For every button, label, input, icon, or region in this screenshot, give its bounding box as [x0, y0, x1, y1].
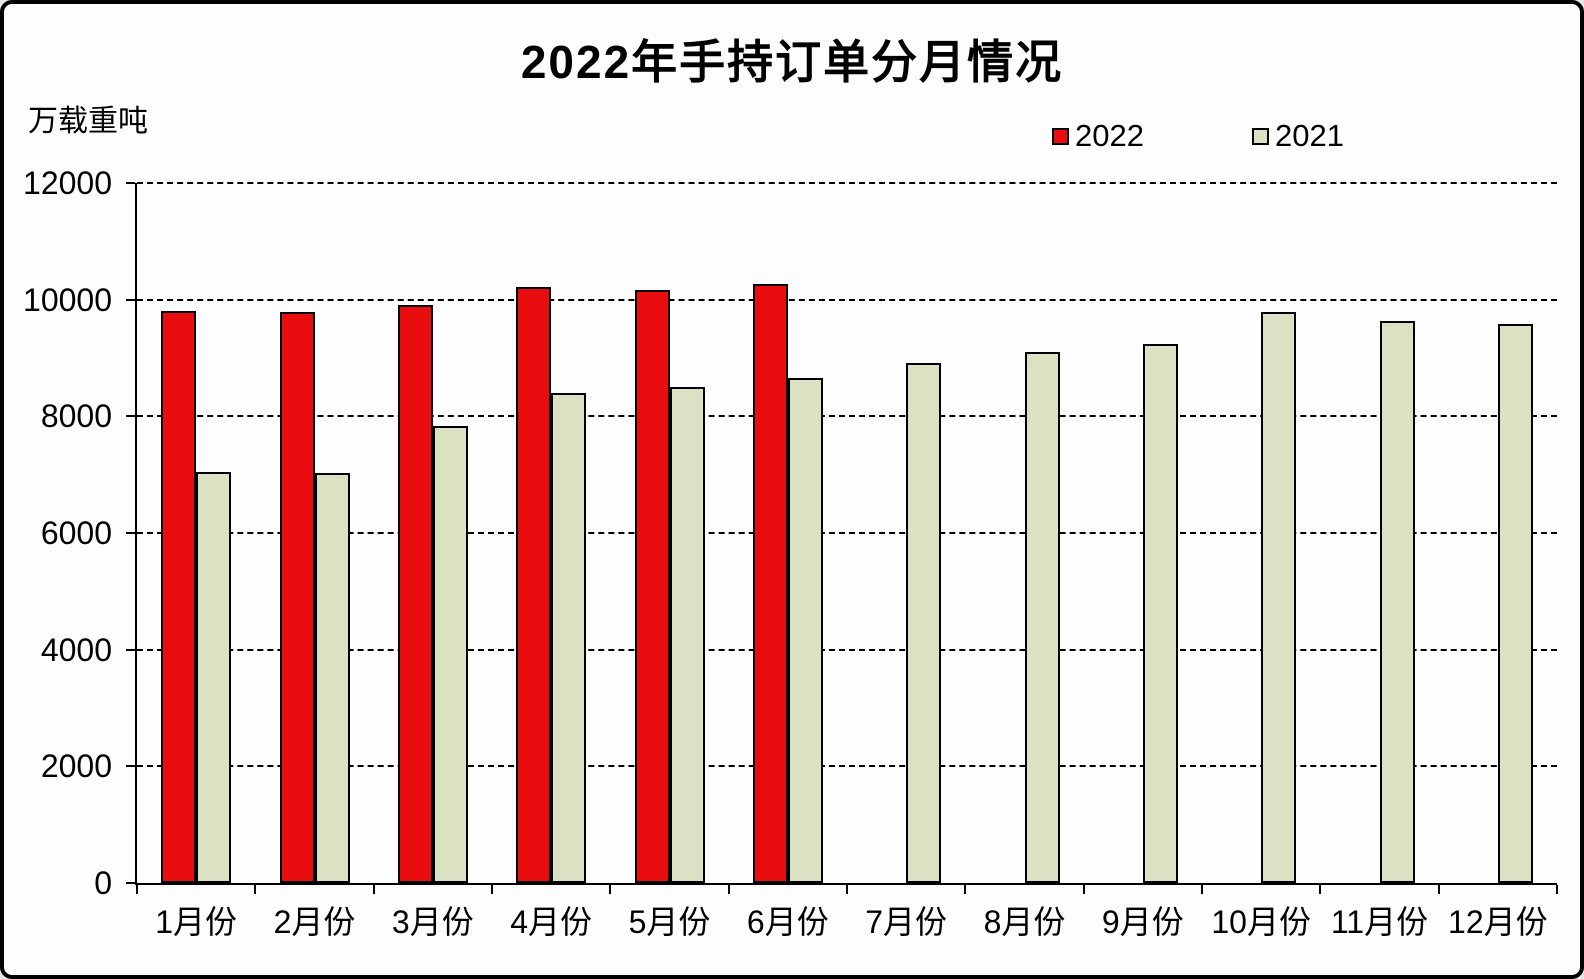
y-axis-unit-label: 万载重吨 — [28, 105, 148, 138]
x-tick-12 — [1556, 885, 1558, 894]
x-tick-label-month-12: 12月份 — [1448, 904, 1548, 940]
x-tick-label-month-10: 10月份 — [1211, 904, 1311, 940]
legend-item-2022: 2022 — [1052, 118, 1144, 154]
bar-2022-month-1 — [161, 311, 197, 883]
x-tick-label-month-7: 7月份 — [865, 904, 948, 940]
x-tick-label-month-11: 11月份 — [1330, 904, 1429, 940]
gridline-10000 — [137, 298, 1557, 301]
bar-2021-month-8 — [1024, 352, 1060, 883]
bar-2022-month-4 — [516, 287, 552, 883]
x-tick-2 — [372, 885, 375, 894]
bar-2022-month-6 — [752, 284, 788, 883]
x-tick-5 — [727, 885, 730, 894]
x-tick-label-month-1: 1月份 — [155, 904, 238, 940]
bar-2022-month-3 — [397, 305, 433, 883]
x-tick-3 — [491, 885, 493, 894]
x-tick-label-month-3: 3月份 — [391, 904, 474, 940]
bar-2021-month-10 — [1261, 312, 1297, 883]
bar-2021-month-11 — [1379, 321, 1415, 883]
x-tick-1 — [254, 885, 257, 894]
bar-2021-month-7 — [906, 363, 942, 883]
x-tick-4 — [609, 885, 612, 894]
bar-2021-month-12 — [1497, 324, 1533, 883]
x-tick-label-month-4: 4月份 — [510, 904, 593, 940]
y-tick-12000 — [126, 182, 135, 184]
y-tick-label-10000: 10000 — [23, 281, 112, 318]
legend-item-2021: 2021 — [1251, 118, 1344, 154]
y-tick-6000 — [126, 532, 135, 534]
bar-2022-month-2 — [279, 312, 315, 883]
x-tick-0 — [136, 885, 138, 894]
x-tick-label-month-5: 5月份 — [628, 904, 711, 940]
bar-2021-month-2 — [314, 473, 350, 883]
x-tick-9 — [1201, 885, 1203, 894]
y-axis-line — [135, 183, 137, 885]
x-tick-label-month-6: 6月份 — [746, 904, 829, 940]
bar-2022-month-5 — [634, 290, 670, 883]
x-tick-label-month-2: 2月份 — [273, 904, 356, 940]
y-tick-4000 — [126, 648, 135, 651]
x-tick-label-month-9: 9月份 — [1101, 904, 1184, 940]
legend-swatch-2022 — [1052, 127, 1069, 145]
bar-2021-month-4 — [551, 393, 587, 883]
y-tick-8000 — [126, 415, 135, 418]
y-tick-10000 — [126, 298, 135, 301]
y-tick-label-8000: 8000 — [40, 398, 112, 435]
gridline-12000 — [137, 182, 1557, 184]
x-tick-11 — [1437, 885, 1440, 894]
gridline-4000 — [137, 648, 1557, 651]
bar-2021-month-3 — [432, 426, 468, 883]
plot-area — [126, 182, 1558, 894]
legend-swatch-2021 — [1251, 127, 1269, 145]
x-tick-label-month-8: 8月份 — [983, 904, 1066, 940]
bar-2021-month-6 — [787, 378, 823, 883]
gridline-6000 — [137, 532, 1557, 534]
y-tick-label-6000: 6000 — [40, 515, 112, 551]
legend-label-2022: 2022 — [1075, 118, 1144, 153]
gridline-2000 — [137, 765, 1557, 768]
gridline-8000 — [137, 415, 1557, 418]
bar-2021-month-1 — [196, 472, 232, 883]
y-tick-label-12000: 12000 — [23, 165, 112, 201]
legend-label-2021: 2021 — [1274, 118, 1344, 153]
x-axis-line — [135, 883, 1557, 885]
y-tick-label-0: 0 — [94, 865, 112, 901]
x-tick-7 — [964, 885, 967, 894]
y-tick-2000 — [126, 765, 135, 768]
y-tick-label-2000: 2000 — [40, 748, 112, 785]
x-tick-10 — [1319, 885, 1322, 894]
y-tick-label-4000: 4000 — [40, 631, 112, 668]
chart-title: 2022年手持订单分月情况 — [520, 36, 1064, 88]
bar-2021-month-5 — [669, 387, 705, 883]
y-tick-0 — [126, 882, 135, 884]
x-tick-6 — [846, 885, 848, 894]
bar-2021-month-9 — [1142, 344, 1178, 883]
x-tick-8 — [1082, 885, 1085, 894]
legend: 2022 2021 — [1052, 118, 1344, 154]
